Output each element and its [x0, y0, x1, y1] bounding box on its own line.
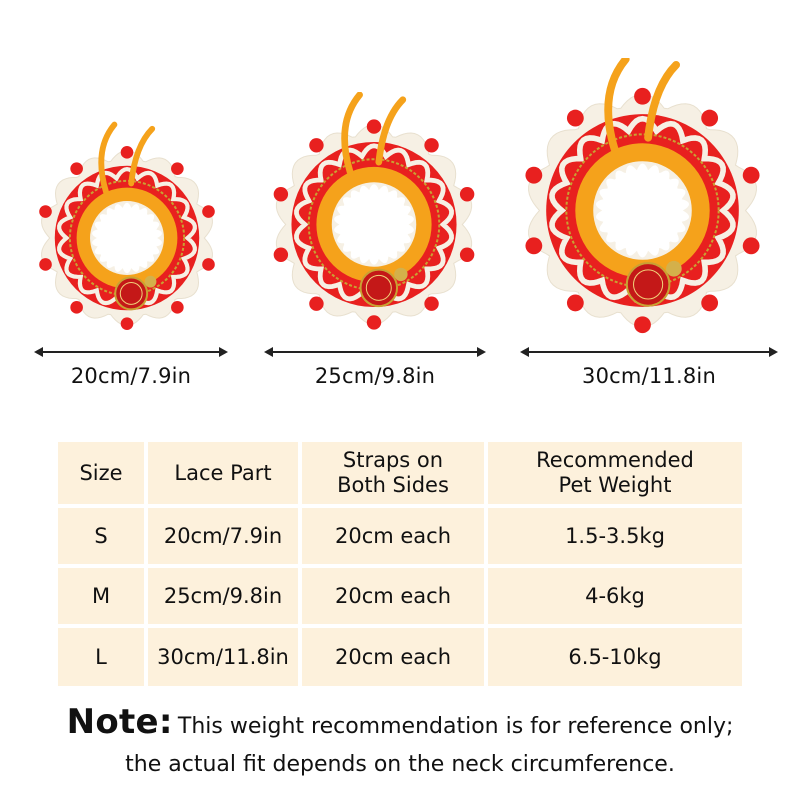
collar-medium-svg	[273, 92, 475, 330]
header-weight-line2: Pet Weight	[558, 473, 672, 497]
table-row-s-straps: 20cm each	[302, 508, 484, 564]
collar-large-image	[505, 58, 780, 343]
table-row-s-lace: 20cm/7.9in	[148, 508, 298, 564]
table-row-l-weight: 6.5-10kg	[488, 628, 742, 686]
header-size: Size	[58, 442, 144, 504]
header-lace: Lace Part	[148, 442, 298, 504]
table-row-m-lace: 25cm/9.8in	[148, 568, 298, 624]
note-text-2: the actual fit depends on the neck circu…	[125, 752, 675, 777]
measure-arrow-small	[34, 345, 228, 359]
header-weight-line1: Recommended	[536, 448, 694, 472]
table-row-l-lace: 30cm/11.8in	[148, 628, 298, 686]
note-line-2: the actual fit depends on the neck circu…	[0, 752, 800, 777]
collar-small-image	[22, 118, 232, 338]
collar-large-svg	[525, 58, 760, 334]
table-row-s-size: S	[58, 508, 144, 564]
header-size-text: Size	[79, 460, 123, 485]
size-label-large: 30cm/11.8in	[582, 364, 716, 388]
size-label-small: 20cm/7.9in	[70, 364, 192, 388]
collar-medium-image	[254, 92, 494, 337]
measure-arrow-medium	[264, 345, 486, 359]
table-row-l-size: L	[58, 628, 144, 686]
header-straps-line1: Straps on	[342, 448, 444, 472]
table-row-m-size: M	[58, 568, 144, 624]
table-row-m-weight: 4-6kg	[488, 568, 742, 624]
header-straps: Straps on Both Sides	[302, 442, 484, 504]
note-line-1: Note: This weight recommendation is for …	[0, 702, 800, 742]
measure-arrow-large	[520, 345, 778, 359]
table-row-m-straps: 20cm each	[302, 568, 484, 624]
note-text-1: This weight recommendation is for refere…	[177, 714, 734, 739]
table-row-s-weight: 1.5-3.5kg	[488, 508, 742, 564]
table-row-l-straps: 20cm each	[302, 628, 484, 686]
header-weight: Recommended Pet Weight	[488, 442, 742, 504]
collar-small-svg	[39, 121, 215, 330]
size-label-medium: 25cm/9.8in	[314, 364, 436, 388]
note-label: Note:	[66, 702, 173, 742]
header-lace-text: Lace Part	[174, 460, 272, 485]
size-table: Size Lace Part Straps on Both Sides Reco…	[58, 442, 742, 686]
header-straps-line2: Both Sides	[337, 473, 449, 497]
